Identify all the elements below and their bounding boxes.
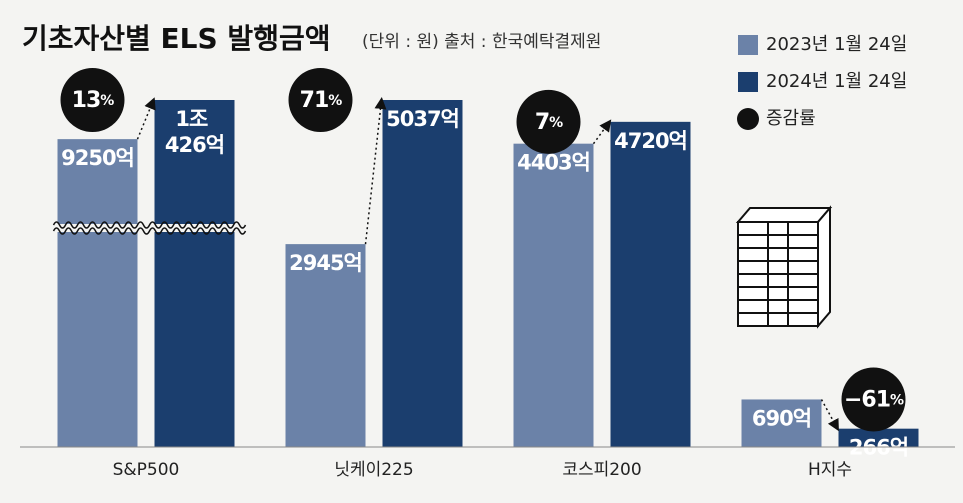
- value-label: 2945억: [289, 251, 362, 275]
- connector: [820, 399, 839, 432]
- x-tick-label: 닛케이225: [334, 460, 413, 480]
- value-label: 4403억: [517, 151, 590, 175]
- x-tick-label: 코스피200: [562, 460, 641, 480]
- bar: [610, 121, 691, 447]
- growth-badge: [60, 68, 125, 132]
- growth-label: 13%: [72, 88, 115, 113]
- connector: [364, 97, 387, 245]
- growth-badge: [516, 89, 581, 154]
- bar: [741, 399, 822, 447]
- legend-label: 증감률: [766, 108, 816, 129]
- value-label: 9250억: [61, 146, 134, 170]
- value-label: 5037억: [386, 107, 459, 131]
- bar: [382, 100, 463, 447]
- legend-label: 2023년 1월 24일: [766, 34, 907, 55]
- value-label: 1조 426억: [165, 107, 224, 157]
- legend-swatch: [738, 72, 758, 92]
- connector: [136, 97, 156, 140]
- growth-label: 71%: [300, 88, 343, 113]
- bar: [57, 139, 138, 448]
- x-tick-label: S&P500: [113, 460, 180, 480]
- legend-swatch: [738, 35, 758, 55]
- legend-swatch: [737, 108, 759, 130]
- growth-badge: [841, 367, 906, 432]
- growth-label: −61%: [844, 387, 904, 412]
- bar: [154, 100, 235, 447]
- value-label: 4720억: [614, 129, 687, 153]
- growth-label: 7%: [535, 110, 563, 135]
- bar: [285, 244, 366, 447]
- axis-break-wave: [52, 227, 247, 235]
- chart-subtitle: (단위 : 원) 출처 : 한국예탁결제원: [362, 32, 601, 52]
- value-label: 690억: [752, 406, 811, 430]
- legend-label: 2024년 1월 24일: [766, 71, 907, 92]
- axis-break-wave: [52, 221, 247, 229]
- bar: [513, 143, 594, 447]
- h-index-icon: [735, 205, 833, 329]
- value-label: 266억: [849, 436, 908, 460]
- bar: [838, 428, 919, 447]
- x-tick-label: H지수: [808, 460, 852, 480]
- chart-title: 기초자산별 ELS 발행금액: [22, 22, 330, 55]
- growth-badge: [288, 68, 353, 132]
